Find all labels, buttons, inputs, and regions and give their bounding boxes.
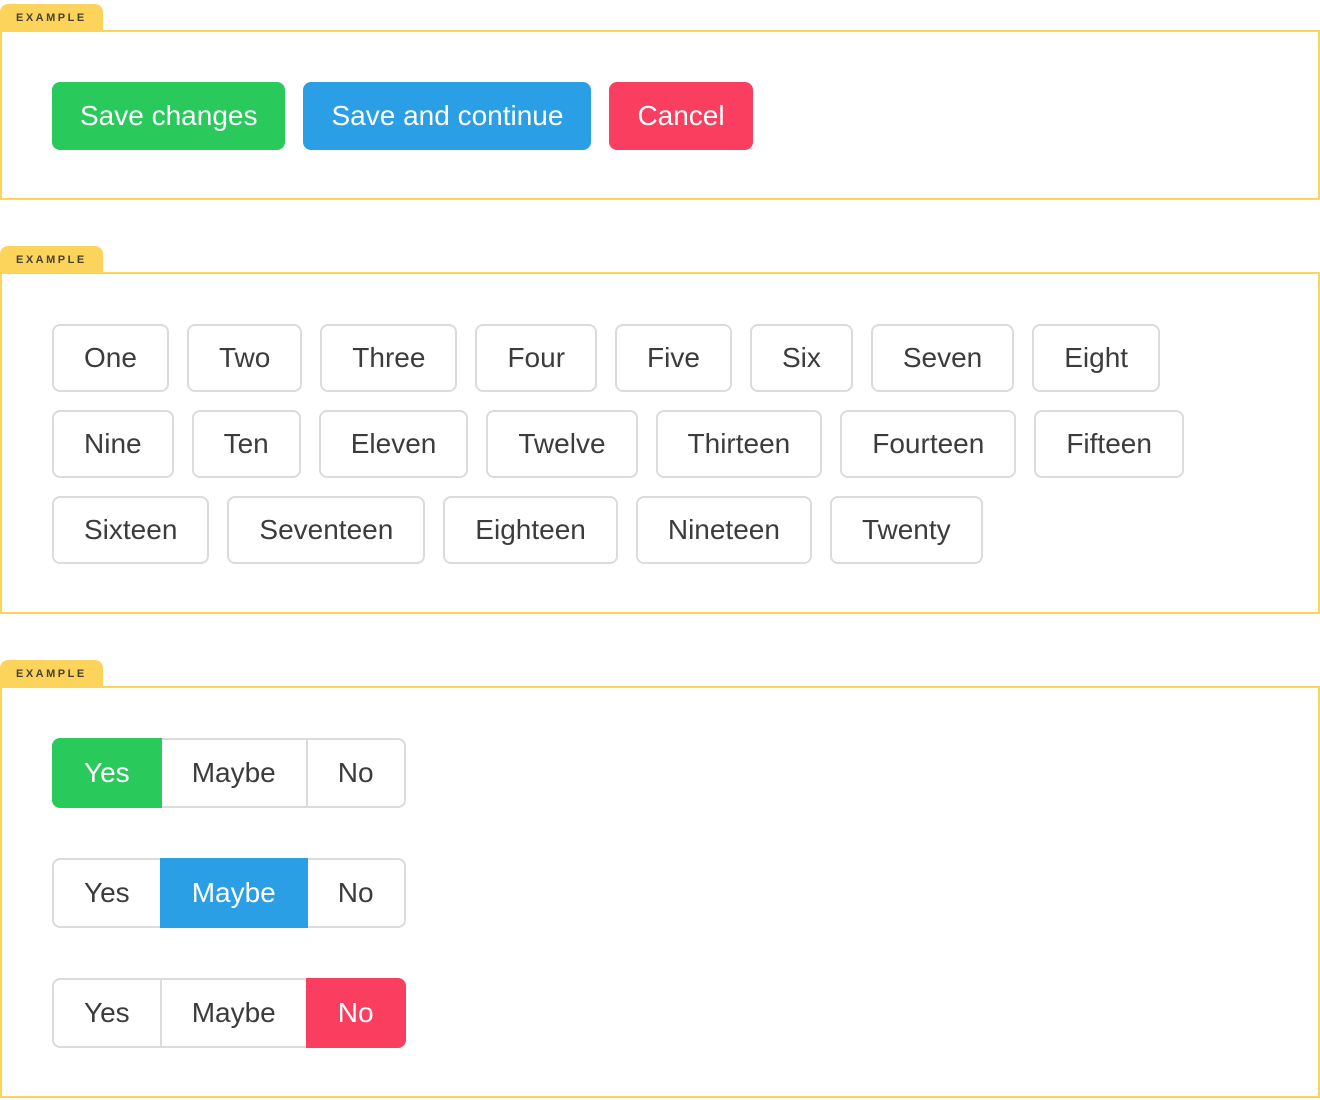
number-button-row: One Two Three Four Five Six Seven Eight [52, 324, 1268, 392]
segment-maybe[interactable]: Maybe [159, 858, 308, 928]
segmented-control-no-selected: Yes Maybe No [52, 978, 1268, 1048]
button-four[interactable]: Four [475, 324, 598, 392]
save-and-continue-button[interactable]: Save and continue [303, 82, 592, 150]
segment-no[interactable]: No [305, 978, 406, 1048]
example-section-action-buttons: EXAMPLE Save changes Save and continue C… [0, 4, 1320, 200]
cancel-button[interactable]: Cancel [609, 82, 753, 150]
save-changes-button[interactable]: Save changes [52, 82, 286, 150]
button-seventeen[interactable]: Seventeen [227, 496, 426, 564]
example-box: One Two Three Four Five Six Seven Eight … [0, 272, 1320, 614]
example-tag: EXAMPLE [0, 246, 103, 272]
example-tag: EXAMPLE [0, 660, 103, 686]
number-button-row: Nine Ten Eleven Twelve Thirteen Fourteen… [52, 410, 1268, 478]
example-section-number-buttons: EXAMPLE One Two Three Four Five Six Seve… [0, 246, 1320, 614]
button-sixteen[interactable]: Sixteen [52, 496, 210, 564]
segmented-control-yes-selected: Yes Maybe No [52, 738, 1268, 808]
button-twenty[interactable]: Twenty [829, 496, 983, 564]
button-thirteen[interactable]: Thirteen [655, 410, 823, 478]
button-six[interactable]: Six [749, 324, 853, 392]
action-button-row: Save changes Save and continue Cancel [52, 82, 1268, 150]
button-three[interactable]: Three [320, 324, 458, 392]
segment-yes[interactable]: Yes [52, 858, 162, 928]
number-button-row: Sixteen Seventeen Eighteen Nineteen Twen… [52, 496, 1268, 564]
segment-yes[interactable]: Yes [52, 738, 162, 808]
button-one[interactable]: One [52, 324, 169, 392]
segment-no[interactable]: No [305, 738, 406, 808]
example-box: Yes Maybe No Yes Maybe No Yes Maybe No [0, 686, 1320, 1098]
button-eleven[interactable]: Eleven [318, 410, 469, 478]
button-ten[interactable]: Ten [191, 410, 301, 478]
segment-maybe[interactable]: Maybe [159, 738, 308, 808]
button-fifteen[interactable]: Fifteen [1034, 410, 1184, 478]
button-eighteen[interactable]: Eighteen [443, 496, 618, 564]
segment-yes[interactable]: Yes [52, 978, 162, 1048]
button-two[interactable]: Two [186, 324, 303, 392]
button-fourteen[interactable]: Fourteen [840, 410, 1017, 478]
button-seven[interactable]: Seven [870, 324, 1015, 392]
button-nine[interactable]: Nine [52, 410, 174, 478]
button-five[interactable]: Five [615, 324, 732, 392]
segmented-control-maybe-selected: Yes Maybe No [52, 858, 1268, 928]
segment-maybe[interactable]: Maybe [159, 978, 308, 1048]
example-box: Save changes Save and continue Cancel [0, 30, 1320, 200]
example-tag: EXAMPLE [0, 4, 103, 30]
button-nineteen[interactable]: Nineteen [635, 496, 812, 564]
button-twelve[interactable]: Twelve [486, 410, 638, 478]
example-section-button-groups: EXAMPLE Yes Maybe No Yes Maybe No Yes Ma… [0, 660, 1320, 1098]
segment-no[interactable]: No [305, 858, 406, 928]
button-eight[interactable]: Eight [1032, 324, 1161, 392]
